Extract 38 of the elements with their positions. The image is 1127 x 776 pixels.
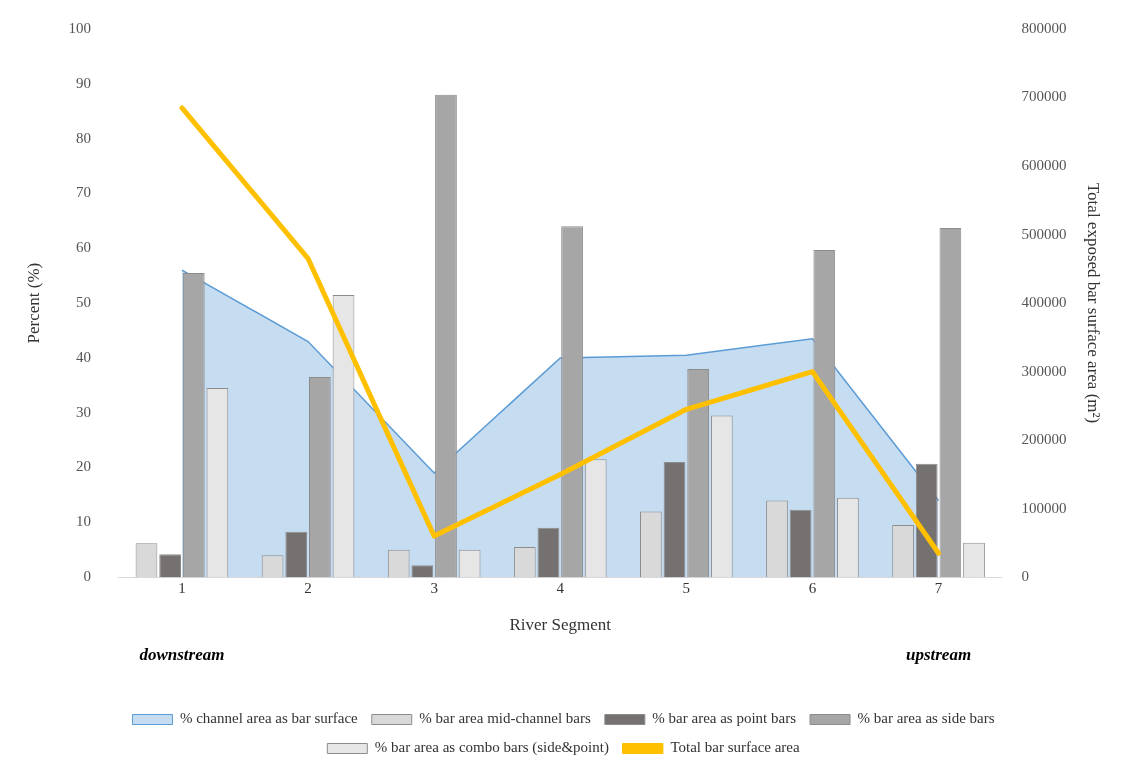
y-tick-label: 90 [75, 74, 91, 91]
y-tick-label: 40 [75, 348, 91, 365]
y2-tick-label: 200000 [1021, 431, 1067, 448]
y-tick-label: 100 [68, 19, 91, 36]
x-tick-label: 5 [682, 580, 691, 597]
y2-axis-title: Total exposed bar surface area (m²) [1084, 182, 1104, 424]
text: downstream [139, 645, 225, 665]
x-tick-label: 3 [430, 580, 438, 597]
y-tick-label: 10 [75, 513, 91, 530]
y-tick-label: 80 [75, 129, 91, 146]
y-tick-label: 70 [75, 184, 91, 201]
legend-label: % bar area as side bars [857, 710, 995, 727]
y2-tick-label: 600000 [1021, 156, 1067, 173]
legend-label: % bar area as point bars [652, 710, 797, 727]
y2-tick-label: 800000 [1021, 19, 1067, 36]
y-tick-label: 0 [83, 568, 91, 585]
x-tick-label: 6 [808, 580, 817, 597]
legend-label: % bar area as combo bars (side&point) [374, 739, 609, 757]
x-axis-title: River Segment [509, 614, 612, 634]
legend-label: % bar area mid-channel bars [419, 710, 591, 727]
y2-tick-label: 100000 [1021, 499, 1067, 516]
legend-label: Total bar surface area [670, 739, 801, 756]
y2-tick-label: 400000 [1021, 294, 1067, 311]
y2-tick-label: 700000 [1021, 88, 1067, 105]
x-tick-label: 4 [556, 580, 565, 597]
y-tick-label: 20 [75, 458, 91, 475]
y-tick-label: 60 [75, 239, 91, 256]
y2-tick-label: 0 [1021, 568, 1030, 585]
legend-label: % channel area as bar surface [179, 710, 359, 727]
x-tick-label: 2 [304, 580, 312, 597]
x-tick-label: 1 [178, 580, 186, 597]
y2-tick-label: 300000 [1021, 362, 1067, 379]
y2-tick-label: 500000 [1021, 225, 1067, 242]
x-tick-label: 7 [934, 580, 943, 597]
text: upstream [905, 645, 972, 665]
y-tick-label: 50 [75, 294, 91, 311]
y-axis-title: Percent (%) [23, 262, 43, 344]
y-tick-label: 30 [75, 403, 91, 420]
